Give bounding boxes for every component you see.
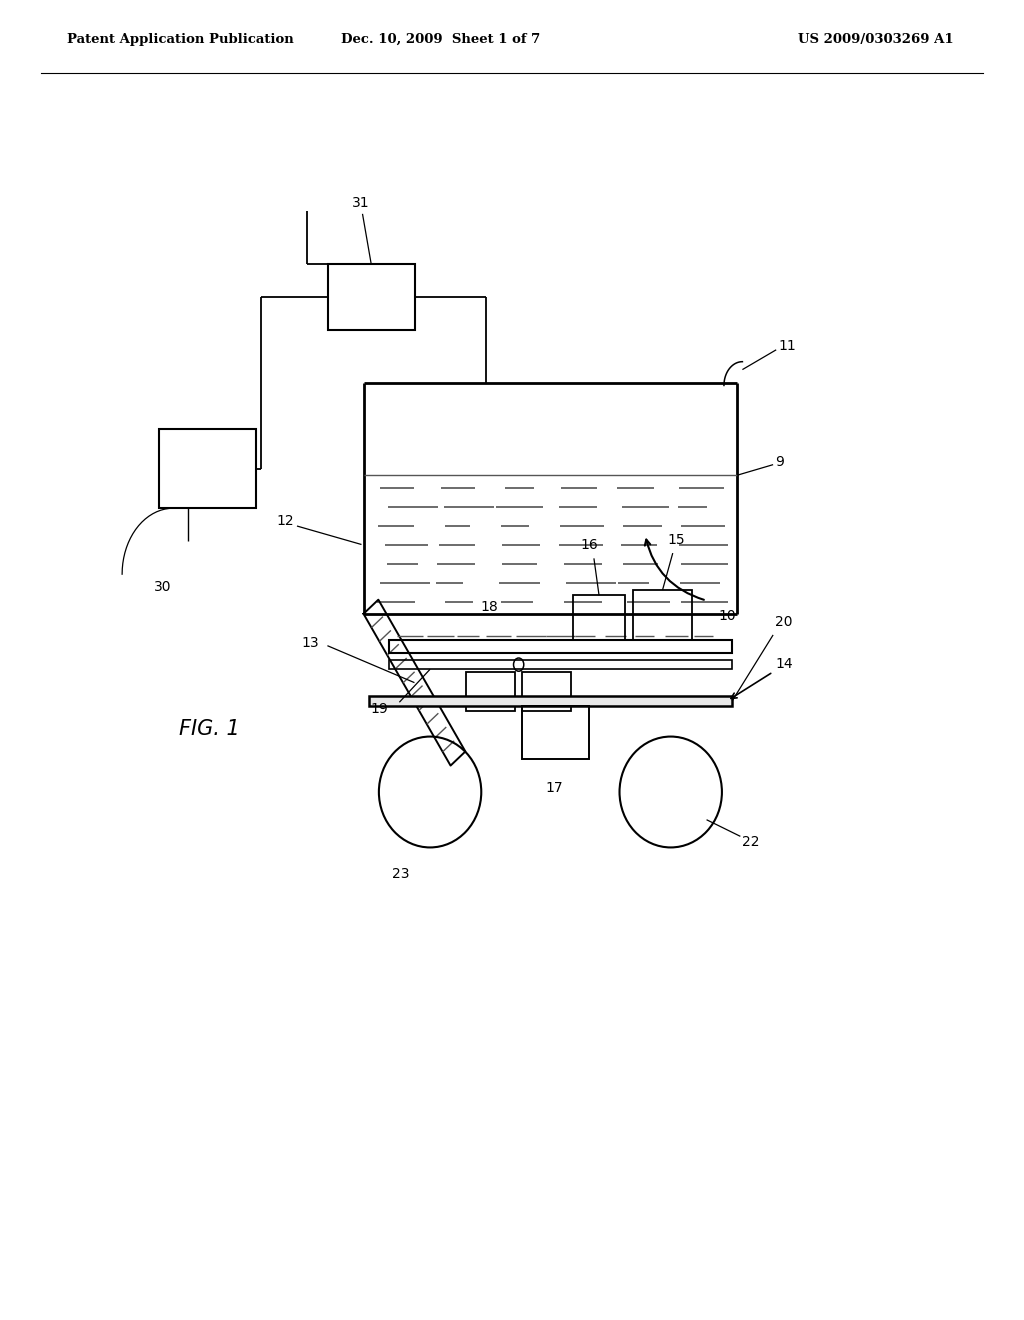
Bar: [0, 0, 1024, 73]
Text: 10: 10: [719, 610, 736, 623]
Text: 16: 16: [581, 539, 598, 552]
Text: 9: 9: [775, 455, 784, 469]
Bar: [573, 595, 625, 640]
Text: 12: 12: [276, 515, 294, 528]
Bar: [369, 696, 732, 706]
Text: 30: 30: [154, 581, 171, 594]
Text: 23: 23: [392, 867, 410, 880]
Text: Patent Application Publication: Patent Application Publication: [67, 33, 293, 46]
Text: 31: 31: [352, 197, 370, 210]
Bar: [328, 264, 415, 330]
Text: 11: 11: [778, 339, 796, 352]
Text: FIG. 1: FIG. 1: [179, 718, 240, 739]
Text: 17: 17: [545, 781, 563, 795]
Text: Dec. 10, 2009  Sheet 1 of 7: Dec. 10, 2009 Sheet 1 of 7: [341, 33, 540, 46]
Text: 18: 18: [480, 601, 498, 614]
Text: 15: 15: [668, 533, 685, 546]
Bar: [389, 660, 732, 669]
Bar: [522, 672, 571, 711]
Text: US 2009/0303269 A1: US 2009/0303269 A1: [798, 33, 953, 46]
Bar: [522, 706, 589, 759]
Text: 13: 13: [302, 636, 319, 649]
Bar: [159, 429, 256, 508]
Bar: [633, 590, 692, 640]
Text: 22: 22: [742, 834, 760, 849]
Text: 20: 20: [775, 615, 793, 628]
Bar: [466, 672, 515, 711]
Bar: [389, 640, 732, 653]
Text: 19: 19: [371, 702, 388, 715]
Text: 14: 14: [775, 657, 793, 671]
